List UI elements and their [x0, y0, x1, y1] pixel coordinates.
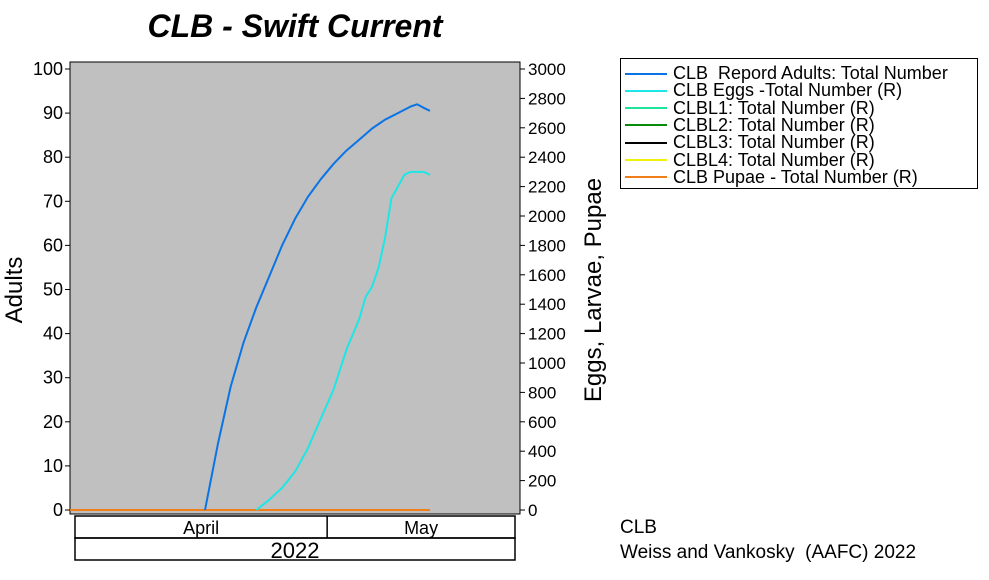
legend: CLB Repord Adults: Total Number CLB Eggs … [620, 58, 978, 189]
legend-label: CLBL4: Total Number (R) [673, 149, 875, 170]
legend-label: CLBL3: Total Number (R) [673, 132, 875, 153]
right-tick-label: 2600 [528, 119, 566, 138]
legend-swatch [625, 124, 667, 127]
left-tick-label: 100 [33, 59, 63, 79]
legend-swatch [625, 176, 667, 179]
legend-item: CLBL3: Total Number (R) [625, 132, 875, 153]
left-tick-label: 90 [43, 103, 63, 123]
y-axis-left-label: Adults [1, 257, 28, 324]
right-tick-label: 2400 [528, 148, 566, 167]
footer-credit: Weiss and Vankosky (AAFC) 2022 [620, 542, 917, 563]
year-axis-box [74, 537, 516, 561]
right-tick-label: 2000 [528, 207, 566, 226]
plot-area [69, 61, 521, 515]
left-tick-label: 0 [53, 500, 63, 520]
chart-title: CLB - Swift Current [147, 8, 443, 44]
right-tick-label: 1000 [528, 354, 566, 373]
right-tick-label: 2200 [528, 178, 566, 197]
right-tick-label: 800 [528, 383, 556, 402]
legend-label: CLB Pupae - Total Number (R) [673, 166, 918, 187]
legend-label: CLBL2: Total Number (R) [673, 114, 875, 135]
y-axis-right-label: Eggs, Larvae, Pupae [580, 178, 607, 402]
left-tick-label: 60 [43, 235, 63, 255]
month-label: May [404, 518, 438, 538]
left-tick-label: 40 [43, 324, 63, 344]
legend-swatch [625, 89, 667, 92]
right-tick-label: 600 [528, 413, 556, 432]
legend-item: CLBL4: Total Number (R) [625, 149, 875, 170]
series-line-1 [255, 170, 431, 511]
right-tick-label: 0 [528, 501, 537, 520]
left-tick-label: 20 [43, 412, 63, 432]
left-tick-label: 50 [43, 280, 63, 300]
legend-item: CLB Eggs -Total Number (R) [625, 80, 903, 101]
right-tick-label: 3000 [528, 60, 566, 79]
month-axis-box [74, 515, 516, 539]
right-tick-label: 1200 [528, 325, 566, 344]
legend-label: CLB Eggs -Total Number (R) [673, 80, 903, 101]
footer-crop-label: CLB [620, 517, 657, 538]
legend-label: CLB Repord Adults: Total Number [673, 63, 948, 83]
right-tick-label: 1600 [528, 266, 566, 285]
left-tick-label: 80 [43, 147, 63, 167]
year-label: 2022 [271, 538, 320, 563]
right-tick-label: 1800 [528, 236, 566, 255]
legend-item: CLBL2: Total Number (R) [625, 114, 875, 135]
legend-item: CLBL1: Total Number (R) [625, 97, 875, 118]
right-tick-label: 2800 [528, 89, 566, 108]
legend-swatch [625, 141, 667, 144]
left-tick-label: 10 [43, 456, 63, 476]
legend-label: CLBL1: Total Number (R) [673, 97, 875, 118]
legend-swatch [625, 107, 667, 110]
right-tick-label: 1400 [528, 295, 566, 314]
left-tick-label: 70 [43, 191, 63, 211]
right-tick-label: 400 [528, 442, 556, 461]
month-label: April [183, 518, 219, 538]
legend-item: CLB Repord Adults: Total Number [625, 63, 948, 83]
left-tick-label: 30 [43, 368, 63, 388]
legend-swatch [625, 159, 667, 161]
legend-item: CLB Pupae - Total Number (R) [625, 166, 918, 187]
series-line-0 [204, 103, 431, 511]
legend-swatch [625, 72, 667, 75]
right-tick-label: 200 [528, 472, 556, 491]
